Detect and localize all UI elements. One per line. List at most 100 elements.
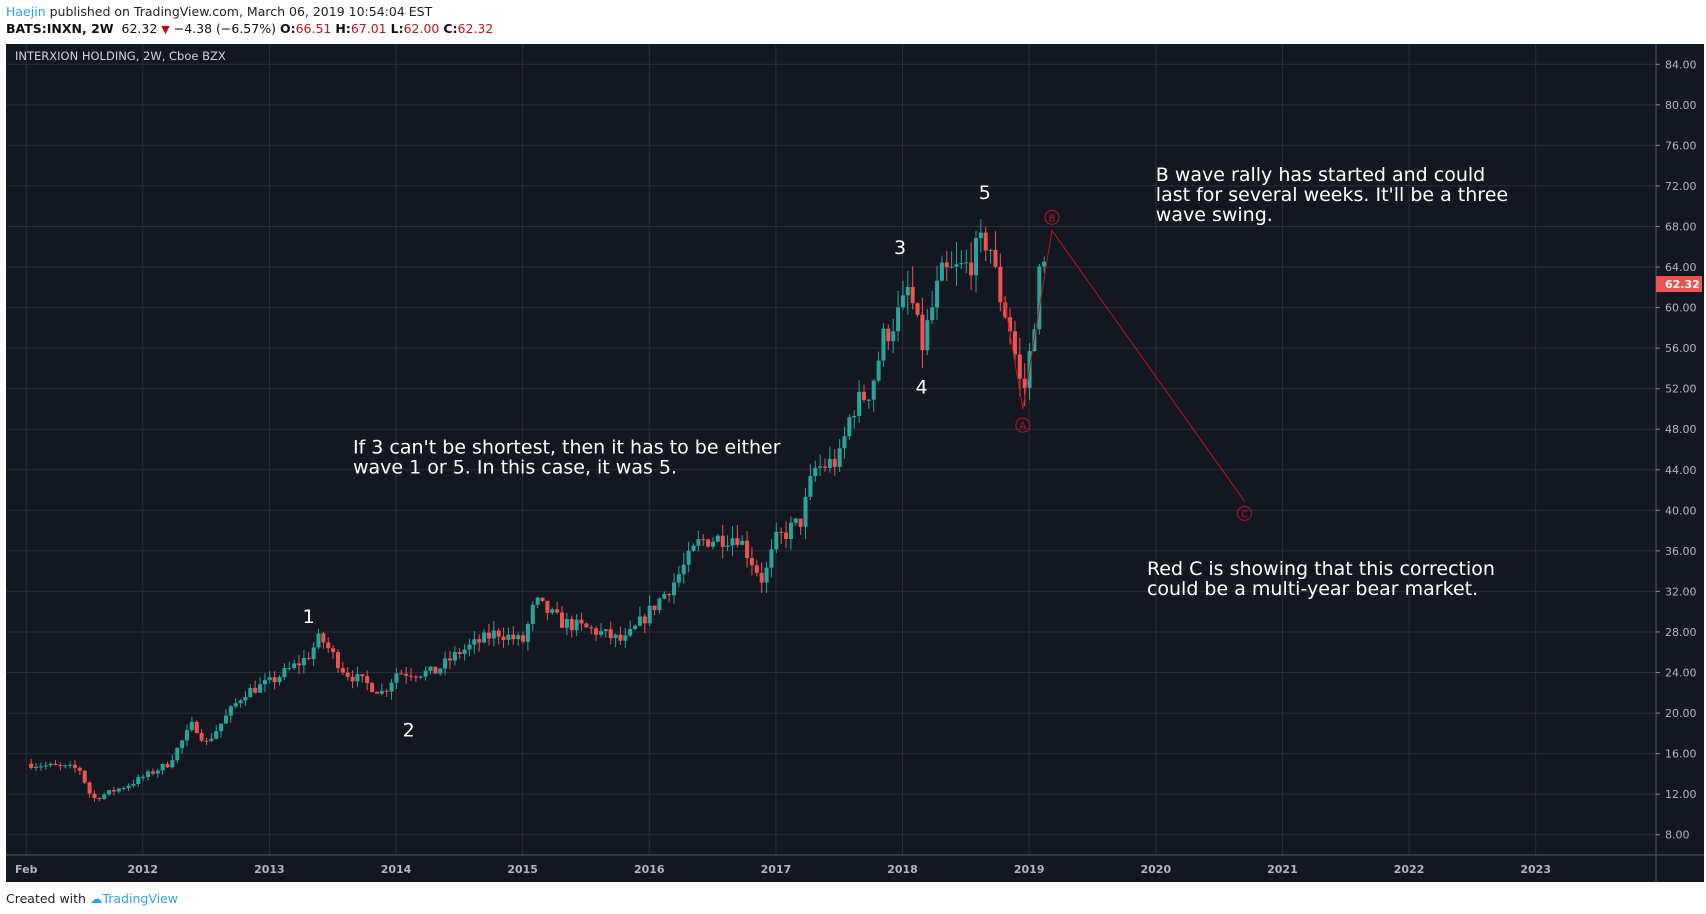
candle-body [676, 574, 681, 583]
candle-body [672, 582, 677, 596]
candle-body [910, 286, 915, 304]
candle-body [949, 266, 954, 268]
candle-body [793, 518, 798, 523]
candle-body [404, 673, 409, 676]
time-tick-label: 2015 [507, 863, 538, 876]
candle-body [964, 262, 969, 264]
candle-body [399, 673, 404, 675]
candle-body [136, 777, 141, 785]
price-tick-label: 36.00 [1665, 545, 1697, 558]
candle-body [710, 541, 715, 547]
candle-body [628, 629, 633, 636]
price-tick-label: 20.00 [1665, 707, 1697, 720]
candle-body [813, 467, 818, 477]
candle-body [905, 286, 910, 296]
price-change: −4.38 (−6.57%) [173, 21, 276, 36]
candle-body [959, 263, 964, 265]
candle-body [345, 672, 350, 677]
price-tick-label: 32.00 [1665, 585, 1697, 598]
candle-body [662, 593, 667, 599]
candle-body [915, 303, 920, 315]
candle-body [701, 539, 706, 541]
close-value: 62.32 [457, 21, 494, 36]
time-tick-label: 2019 [1014, 863, 1045, 876]
candle-body [637, 616, 642, 626]
candle-body [798, 518, 803, 527]
wave-label-4: 4 [915, 377, 927, 399]
author-link[interactable]: Haejin [6, 4, 46, 19]
publish-info: Haejin published on TradingView.com, Mar… [6, 4, 432, 19]
candle-body [29, 763, 34, 768]
low-label: L: [390, 21, 404, 36]
candle-body [1008, 317, 1013, 332]
candle-body [433, 666, 438, 674]
candle-body [1022, 378, 1027, 388]
candle-body [92, 793, 97, 798]
candle-body [759, 572, 764, 583]
close-label: C: [443, 21, 458, 36]
candle-body [77, 767, 82, 771]
candle-body [292, 663, 297, 668]
candle-body [165, 763, 170, 768]
candle-body [360, 674, 365, 677]
time-tick-label: 2021 [1267, 863, 1298, 876]
candle-body [452, 652, 457, 661]
candle-body [150, 771, 155, 774]
candle-body [58, 765, 63, 767]
candle-body [472, 639, 477, 645]
candle-body [847, 417, 852, 437]
candle-body [973, 238, 978, 276]
candle-body [642, 616, 647, 624]
open-value: 66.51 [295, 21, 332, 36]
time-tick-label: Feb [15, 863, 38, 876]
candle-body [939, 262, 944, 281]
candle-body [155, 770, 160, 774]
candle-body [223, 715, 228, 724]
candle-body [954, 264, 959, 267]
last-price: 62.32 [121, 21, 158, 36]
candle-body [754, 565, 759, 573]
chart-svg[interactable]: 8.00 12.00 16.00 20.00 24.00 28.00 32.00 36.00 4… [6, 44, 1704, 882]
candle-body [428, 666, 433, 671]
candle-body [900, 295, 905, 308]
price-tick-label: 24.00 [1665, 667, 1697, 680]
candle-body [832, 458, 837, 467]
candle-body [248, 687, 253, 698]
candle-body [715, 535, 720, 542]
candle-body [321, 633, 326, 643]
candle-body [983, 232, 988, 251]
correction-path-line [1003, 229, 1245, 502]
candle-body [564, 619, 569, 628]
candle-body [486, 632, 491, 639]
wave-label-1: 1 [303, 606, 315, 628]
candle-body [97, 797, 102, 799]
candle-body [706, 539, 711, 547]
candle-body [496, 630, 501, 637]
price-tick-label: 68.00 [1665, 220, 1697, 233]
price-tick-label: 76.00 [1665, 139, 1697, 152]
candle-body [827, 458, 832, 468]
candle-body [389, 682, 394, 692]
candle-body [998, 266, 1003, 303]
candle-body [267, 677, 272, 681]
candle-body [876, 360, 881, 381]
candle-body [1037, 266, 1042, 330]
annotation-text: wave 1 or 5. In this case, it was 5. [353, 457, 677, 479]
symbol-info: BATS:INXN, 2W 62.32 ▼ −4.38 (−6.57%) O:6… [6, 21, 493, 36]
candle-body [584, 623, 589, 628]
candle-body [68, 764, 73, 766]
tradingview-link[interactable]: TradingView [102, 891, 178, 906]
candle-body [852, 415, 857, 418]
candle-body [297, 663, 302, 666]
candle-body [394, 673, 399, 683]
chart[interactable]: 8.00 12.00 16.00 20.00 24.00 28.00 32.00 36.00 4… [6, 44, 1704, 882]
last-price-label: 62.32 [1665, 278, 1700, 291]
price-tick-label: 44.00 [1665, 464, 1697, 477]
time-tick-label: 2013 [254, 863, 285, 876]
price-tick-label: 28.00 [1665, 626, 1697, 639]
candle-body [365, 676, 370, 684]
candle-body [633, 625, 638, 630]
annotation-text: If 3 can't be shortest, then it has to b… [353, 437, 781, 459]
time-tick-label: 2017 [761, 863, 792, 876]
candle-body [511, 634, 516, 640]
